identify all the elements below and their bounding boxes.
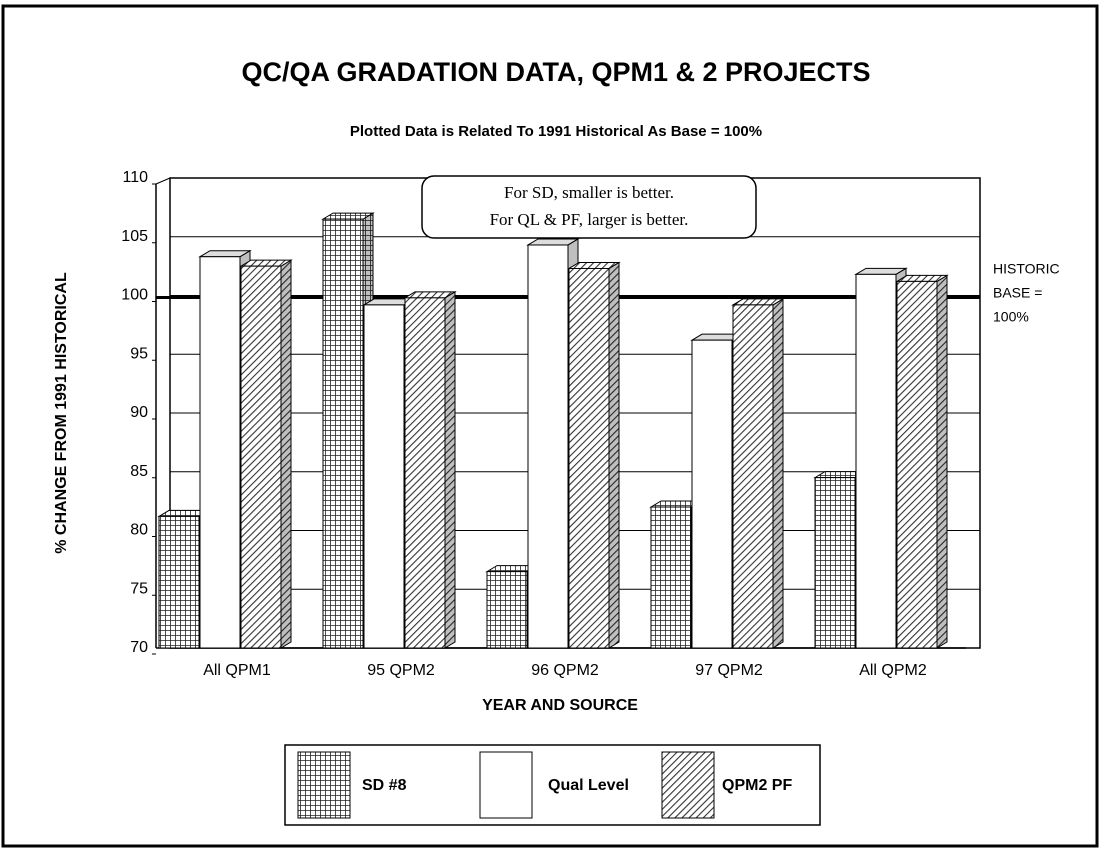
reference-label: 100% — [993, 309, 1029, 325]
x-tick-label: All QPM2 — [859, 662, 927, 679]
y-tick-label: 90 — [130, 404, 148, 421]
legend-swatch — [661, 751, 715, 819]
legend-label: QPM2 PF — [722, 777, 792, 794]
y-tick-label: 95 — [130, 345, 148, 362]
bar — [240, 265, 282, 649]
bar-side-shade — [937, 275, 947, 648]
bar — [363, 304, 405, 649]
bar-side-shade — [773, 298, 783, 648]
y-tick-label: 80 — [130, 522, 148, 539]
bar — [322, 218, 364, 649]
bar — [855, 273, 897, 649]
x-axis-label: YEAR AND SOURCE — [482, 697, 638, 714]
bar — [814, 477, 856, 649]
legend-label: SD #8 — [362, 777, 407, 794]
annotation-text: For QL & PF, larger is better. — [490, 210, 689, 229]
reference-label: BASE = — [993, 285, 1042, 301]
bar-side-shade — [445, 291, 455, 648]
bar — [404, 297, 446, 649]
bar — [568, 267, 610, 649]
chart-subtitle: Plotted Data is Related To 1991 Historic… — [350, 123, 762, 140]
y-tick-label: 70 — [130, 639, 148, 656]
bar — [650, 506, 692, 649]
x-tick-label: 96 QPM2 — [531, 662, 599, 679]
bar — [732, 304, 774, 649]
bar — [691, 339, 733, 649]
bar — [896, 280, 938, 649]
reference-label: HISTORIC — [993, 261, 1060, 277]
annotation-text: For SD, smaller is better. — [504, 183, 674, 202]
bar — [527, 244, 569, 649]
chart-title: QC/QA GRADATION DATA, QPM1 & 2 PROJECTS — [241, 57, 870, 87]
bar — [199, 256, 241, 649]
legend — [284, 744, 821, 826]
y-tick-label: 75 — [130, 580, 148, 597]
legend-swatch — [479, 751, 533, 819]
x-tick-label: All QPM1 — [203, 662, 271, 679]
y-tick-label: 105 — [121, 228, 148, 245]
y-tick-label: 110 — [122, 169, 148, 186]
bar — [158, 515, 200, 649]
x-tick-label: 97 QPM2 — [695, 662, 763, 679]
legend-swatch — [297, 751, 351, 819]
y-tick-label: 100 — [121, 287, 148, 304]
y-tick-label: 85 — [130, 463, 148, 480]
bar-side-shade — [281, 260, 291, 648]
frame — [1, 4, 1099, 848]
legend-label: Qual Level — [548, 777, 629, 794]
bar-side-shade — [609, 262, 619, 648]
y-axis-label: % CHANGE FROM 1991 HISTORICAL — [53, 272, 70, 554]
annotation-box — [421, 175, 757, 239]
bar — [486, 571, 528, 649]
x-tick-label: 95 QPM2 — [367, 662, 435, 679]
y-axis-depth — [155, 177, 171, 185]
